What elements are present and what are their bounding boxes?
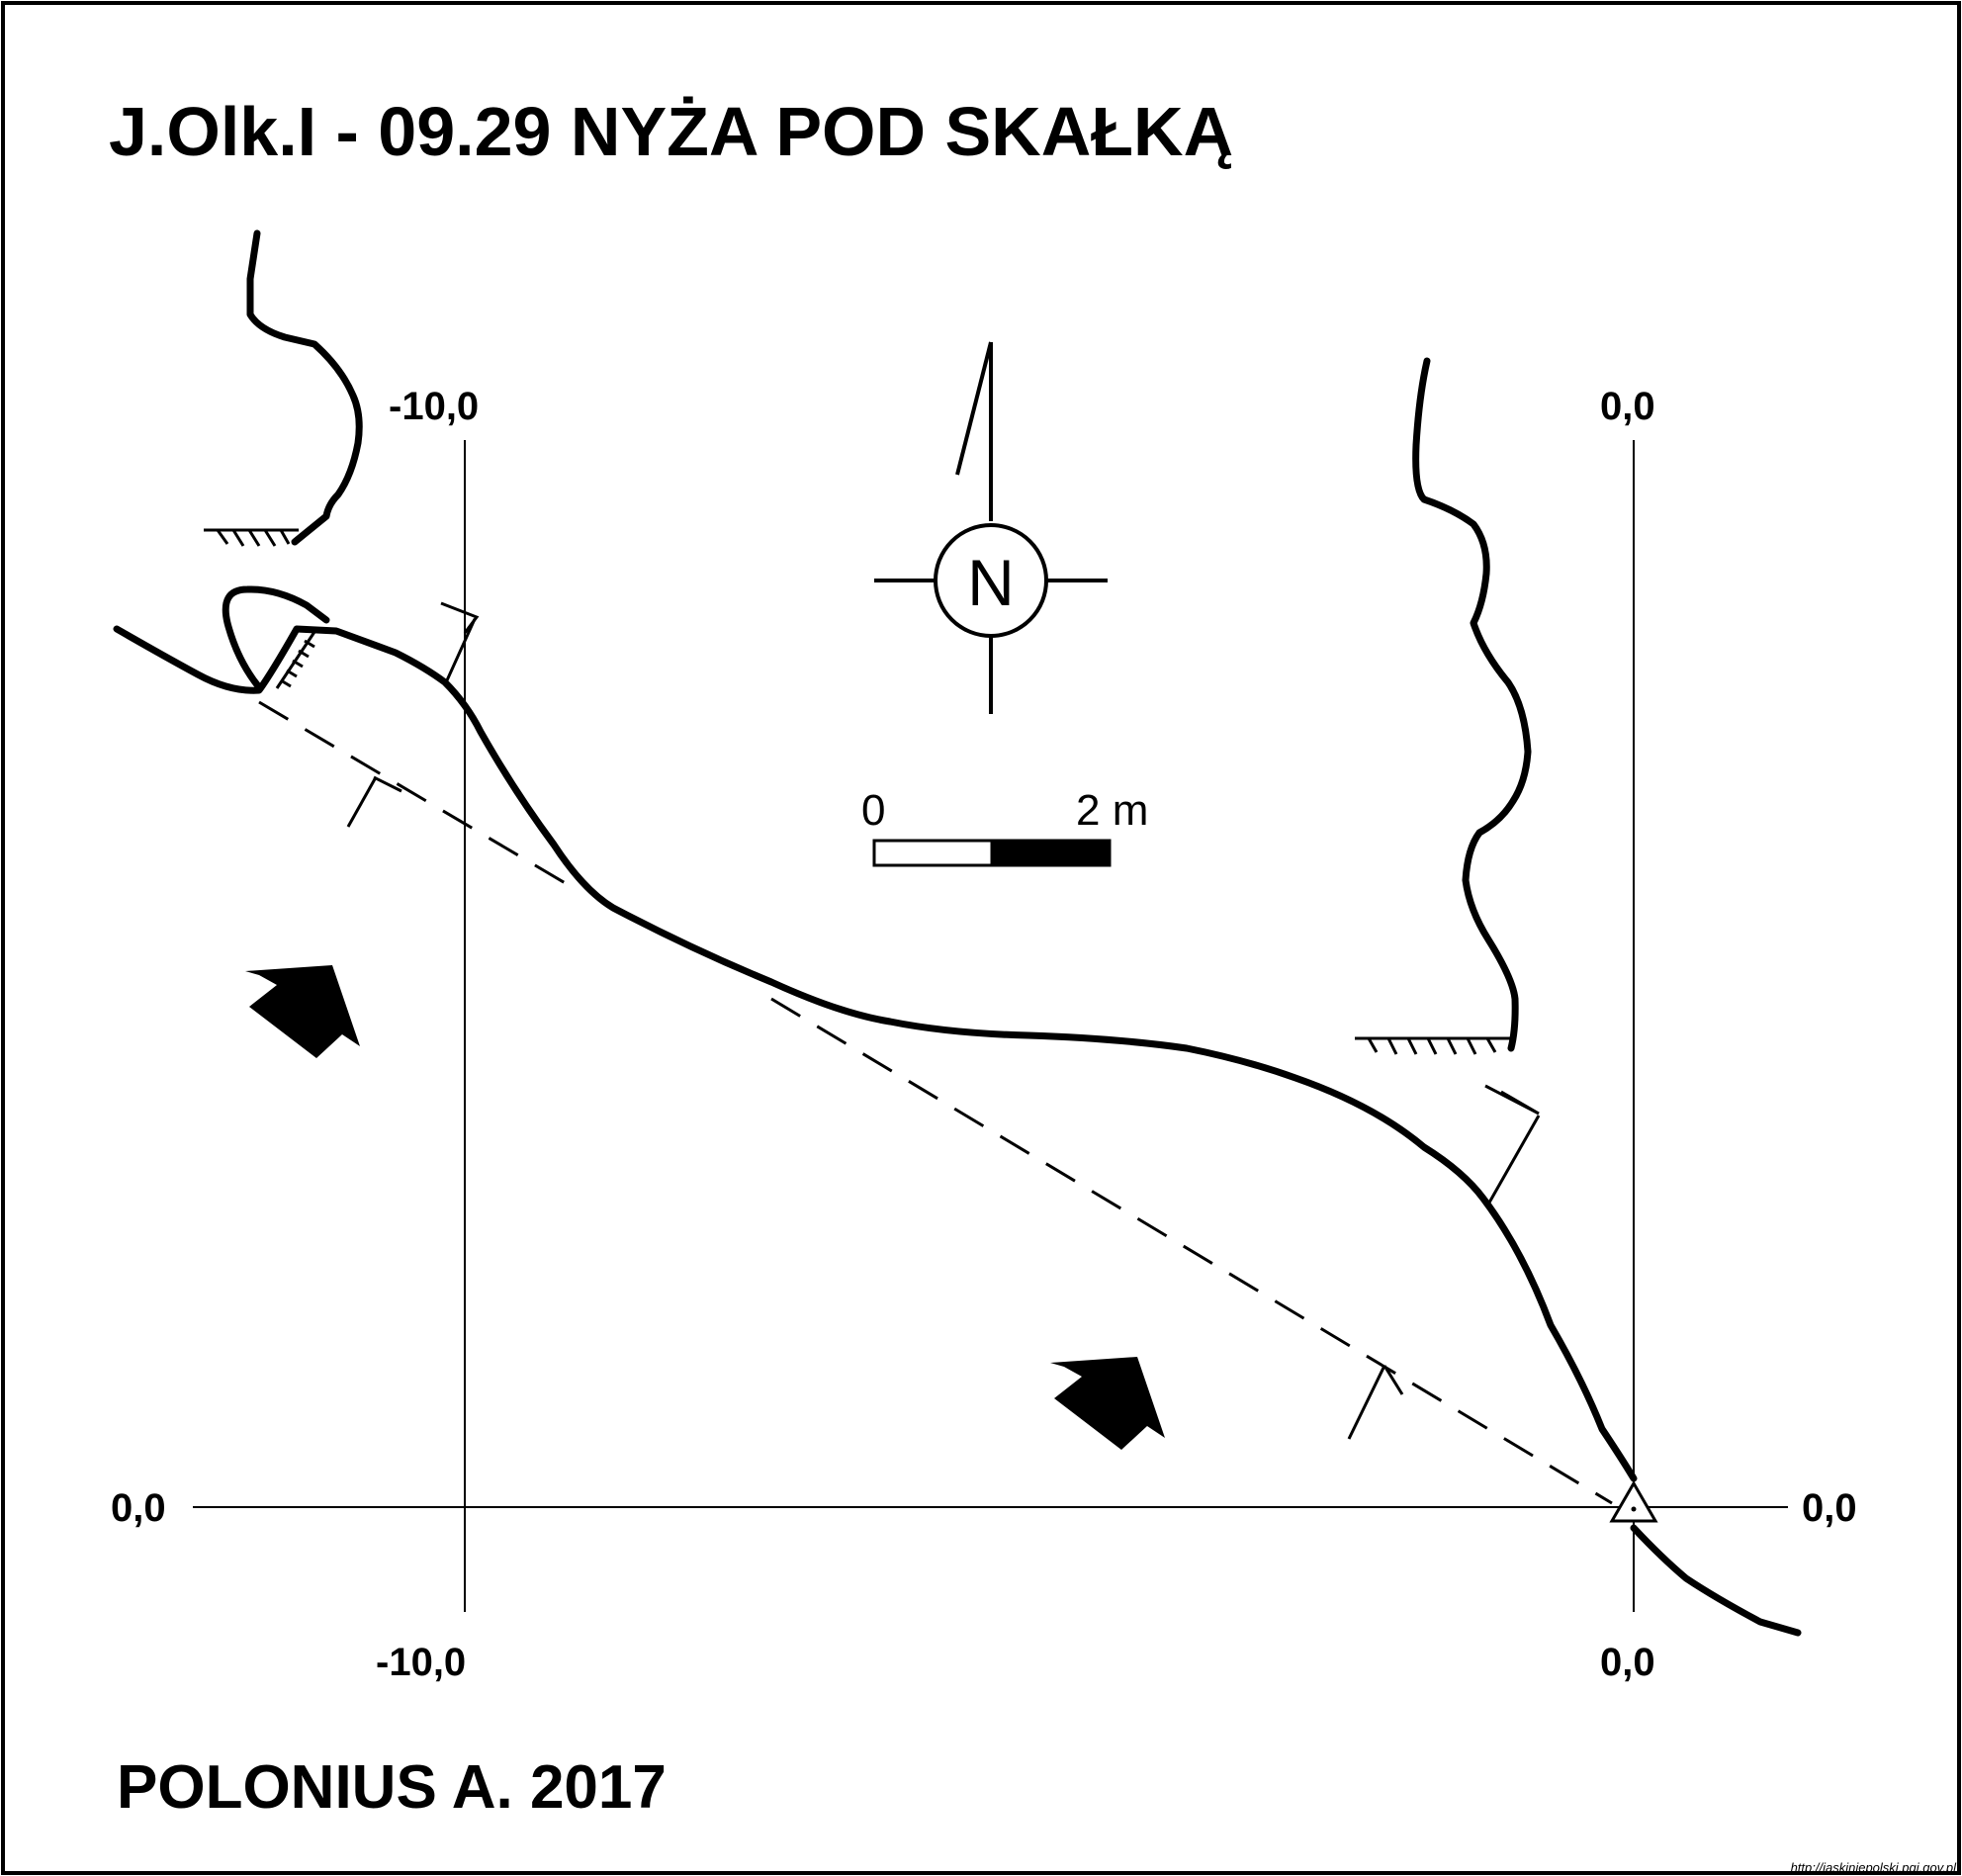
grid-label-left-side: 0,0: [111, 1486, 166, 1530]
dripline-tick: [346, 775, 1404, 1440]
ledge-hachure-lobe: [275, 628, 318, 689]
ledge-hachure-top-left: [204, 528, 299, 547]
ledge-hachure-right: [1355, 1036, 1511, 1055]
coordinate-grid: [193, 440, 1788, 1612]
entrance-arrow-upper: [245, 965, 360, 1058]
cave-wall-tail: [1630, 1524, 1802, 1637]
cave-wall-left-upper: [246, 229, 363, 546]
north-label: N: [967, 546, 1015, 619]
grid-label-top-left: -10,0: [389, 385, 479, 428]
scale-label-end: 2 m: [1076, 786, 1148, 835]
author-credit: POLONIUS A. 2017: [117, 1753, 667, 1822]
section-arrow-left: [440, 601, 480, 681]
grid-label-bottom-right: 0,0: [1600, 1641, 1655, 1684]
cave-wall-main: [113, 625, 1638, 1482]
dripline-dashed: [258, 700, 1613, 1505]
section-arrow-right: [1484, 1084, 1541, 1204]
grid-label-right-side: 0,0: [1802, 1486, 1857, 1530]
grid-label-bottom-left: -10,0: [376, 1641, 466, 1684]
scale-bar: [872, 839, 1112, 867]
entrance-arrow-lower: [1050, 1357, 1165, 1450]
north-arrow-icon: [874, 341, 1108, 714]
scale-label-start: 0: [861, 786, 885, 835]
survey-station-icon: [1609, 1480, 1658, 1523]
map-title: J.Olk.I - 09.29 NYŻA POD SKAŁKĄ: [109, 93, 1233, 170]
cave-wall-left-lobe: [222, 585, 330, 691]
grid-label-top-right: 0,0: [1600, 385, 1655, 428]
cave-wall-right-upper: [1412, 357, 1532, 1052]
source-url: http://jaskiniepolski.pgi.gov.pl: [1791, 1860, 1958, 1875]
